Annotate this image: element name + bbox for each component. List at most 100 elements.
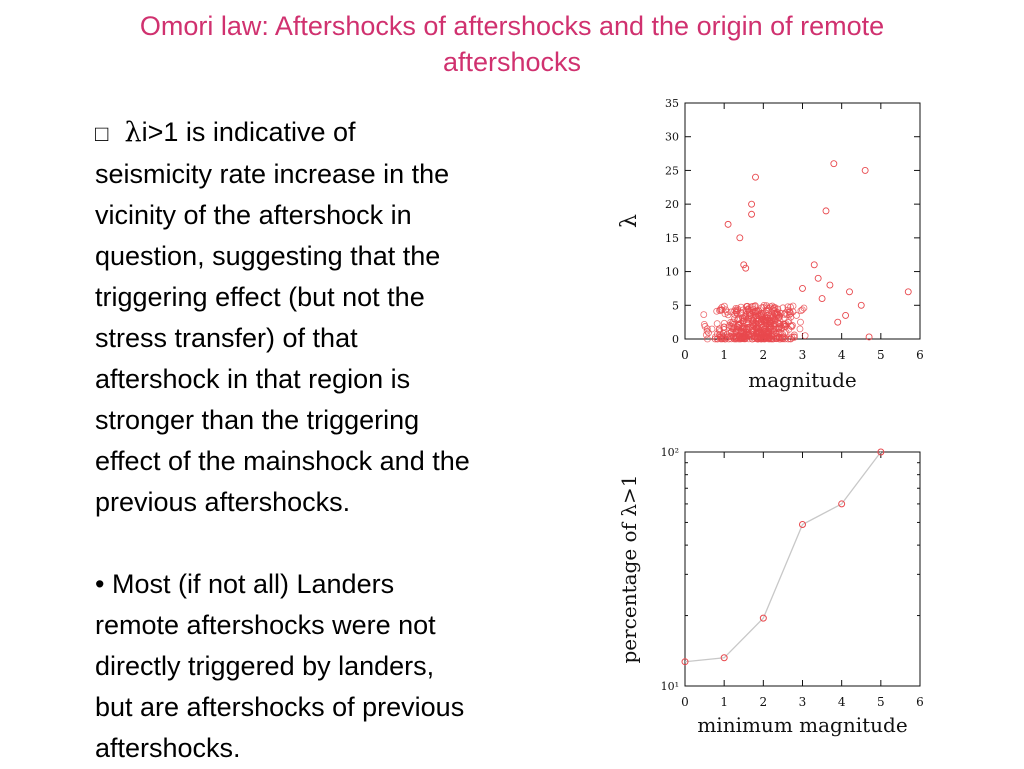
x-tick-label: 1 xyxy=(720,348,728,362)
cluster-point xyxy=(790,333,798,341)
text-line: question, suggesting that the xyxy=(95,241,441,271)
cluster-point xyxy=(727,308,735,316)
cluster-point xyxy=(800,304,808,312)
cluster-point xyxy=(715,326,723,334)
data-point xyxy=(846,288,853,296)
cluster-point xyxy=(786,308,794,316)
data-point xyxy=(865,333,873,341)
cluster-point xyxy=(786,335,794,343)
y-tick-label: 0 xyxy=(672,333,679,346)
x-tick-label: 3 xyxy=(799,348,807,362)
cluster-point xyxy=(720,319,728,327)
data-point xyxy=(742,264,750,272)
cluster-point xyxy=(774,324,782,332)
y-tick-label: 20 xyxy=(665,198,679,211)
cluster-point xyxy=(716,328,724,336)
cluster-point xyxy=(703,327,711,335)
y-tick-label: 10¹ xyxy=(661,680,679,693)
data-point xyxy=(818,295,826,302)
cluster-point xyxy=(776,320,784,328)
x-axis-label: magnitude xyxy=(748,368,857,392)
cluster-point xyxy=(725,324,733,332)
data-point xyxy=(799,284,806,292)
cluster-point xyxy=(721,335,729,343)
cluster-point xyxy=(716,307,723,314)
data-point xyxy=(834,318,842,326)
text-line: remote aftershocks were not xyxy=(95,610,436,640)
cluster-point xyxy=(785,325,793,333)
x-tick-label: 2 xyxy=(760,695,768,709)
paragraph-landers: • Most (if not all) Landers remote after… xyxy=(95,564,580,769)
data-point xyxy=(814,274,822,282)
data-point xyxy=(799,520,806,528)
data-point xyxy=(740,261,748,269)
cluster-point xyxy=(763,307,771,315)
data-point xyxy=(759,614,767,622)
cluster-point xyxy=(743,303,750,310)
cluster-point xyxy=(702,331,710,339)
cluster-point xyxy=(781,309,789,317)
cluster-point xyxy=(700,311,708,318)
cluster-point xyxy=(768,302,776,310)
paragraph-lambda-lead: □ λi>1 is indicative of xyxy=(95,112,580,154)
cluster-point xyxy=(769,325,777,333)
paragraph-lambda: □ λi>1 is indicative of seismicity rate … xyxy=(95,112,580,523)
data-point xyxy=(724,220,732,228)
plot-frame xyxy=(684,102,921,340)
x-tick-label: 2 xyxy=(760,348,768,362)
percentage-vs-min-magnitude-chart: 0 1 2 3 4 5 6 10¹ 10² minimum magnitude percentage… xyxy=(617,446,924,737)
text-line: previous aftershocks. xyxy=(95,487,351,517)
data-point xyxy=(748,200,756,208)
cluster-point xyxy=(737,309,745,316)
cluster-point xyxy=(733,309,741,316)
y-tick-label: 5 xyxy=(672,299,679,312)
cluster-point xyxy=(753,315,761,323)
cluster-point xyxy=(731,335,738,343)
text-line: effect of the mainshock and the xyxy=(95,446,470,476)
y-tick-label: 10² xyxy=(661,446,679,459)
cluster-point xyxy=(785,308,793,315)
cluster-point xyxy=(779,320,787,328)
data-point xyxy=(822,207,830,215)
data-point xyxy=(752,173,759,181)
x-tick-label: 5 xyxy=(877,695,885,709)
cluster-point xyxy=(762,306,770,314)
cluster-point xyxy=(753,307,761,315)
cluster-point xyxy=(761,335,769,343)
x-tick-label: 3 xyxy=(799,695,807,709)
cluster-point xyxy=(798,306,806,314)
y-axis-label: percentage of λ>1 xyxy=(617,474,641,663)
cluster-point xyxy=(719,333,727,341)
cluster-point xyxy=(753,308,761,316)
lambda-vs-magnitude-chart: 0 1 2 3 4 5 6 0 5 10 15 20 25 30 35 magnitude λ xyxy=(617,97,924,392)
plot-frame xyxy=(684,451,921,687)
cluster-point xyxy=(744,326,752,334)
slide-title: Omori law: Aftershocks of aftershocks an… xyxy=(20,8,1004,80)
data-point xyxy=(826,281,834,289)
title-line-1: Omori law: Aftershocks of aftershocks an… xyxy=(139,11,885,41)
x-tick-label: 1 xyxy=(720,695,728,709)
data-point xyxy=(838,500,846,508)
cluster-point xyxy=(764,314,772,322)
data-point xyxy=(857,301,865,309)
y-tick-label: 25 xyxy=(665,164,679,177)
x-tick-label: 4 xyxy=(838,348,846,362)
x-tick-label: 4 xyxy=(838,695,846,709)
cluster-point xyxy=(754,325,762,333)
text-line: • Most (if not all) Landers xyxy=(95,569,395,599)
data-point xyxy=(736,234,744,242)
text-line: directly triggered by landers, xyxy=(95,651,435,681)
text-line: vicinity of the aftershock in xyxy=(95,200,412,230)
y-tick-label: 35 xyxy=(665,97,679,110)
cluster-point xyxy=(793,312,800,319)
cluster-point xyxy=(778,334,786,342)
x-tick-label: 0 xyxy=(681,348,689,362)
cluster-point xyxy=(745,335,753,343)
bullet-box-icon: □ xyxy=(95,121,109,146)
cluster-point xyxy=(769,335,777,343)
cluster-point xyxy=(743,310,751,318)
cluster-point xyxy=(701,323,709,330)
text-line: but are aftershocks of previous xyxy=(95,692,465,722)
data-point xyxy=(830,160,838,168)
text-line: seismicity rate increase in the xyxy=(95,159,450,189)
